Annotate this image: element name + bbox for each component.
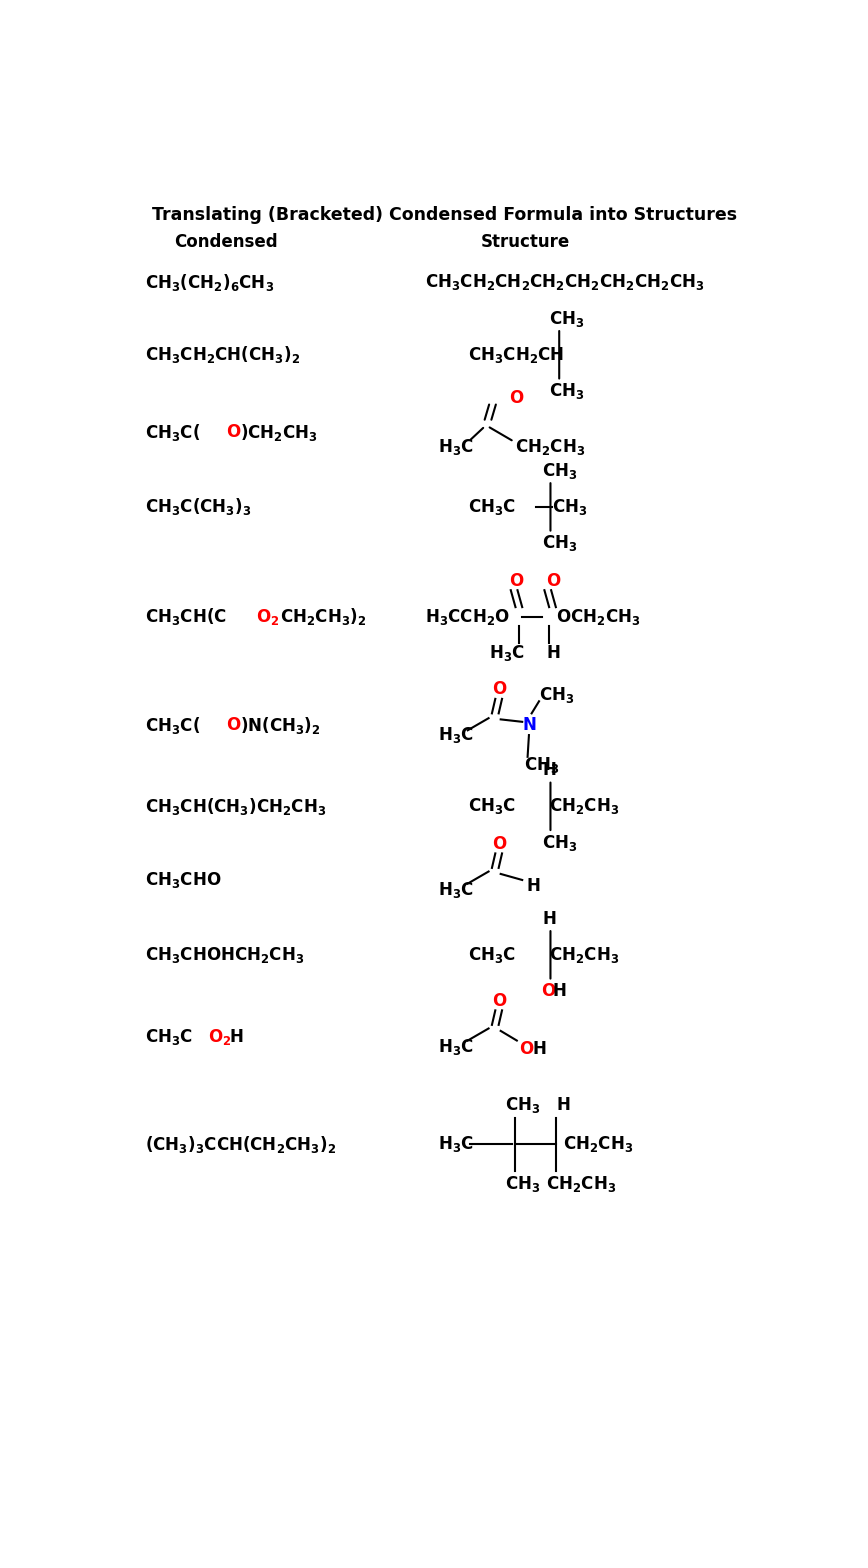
Text: $\mathbf{CH_2CH_3)_2}$: $\mathbf{CH_2CH_3)_2}$ [280,607,366,627]
Text: $\mathbf{O_2}$: $\mathbf{O_2}$ [208,1027,232,1047]
Text: $\mathbf{CH_3C(}$: $\mathbf{CH_3C(}$ [146,422,201,442]
Text: $\mathbf{CH_3CH_2CH}$: $\mathbf{CH_3CH_2CH}$ [469,345,565,365]
Text: $\mathbf{H}$: $\mathbf{H}$ [546,644,560,662]
Text: $\mathbf{O}$: $\mathbf{O}$ [492,681,507,698]
Text: $\mathbf{CH_3CH_2CH(CH_3)_2}$: $\mathbf{CH_3CH_2CH(CH_3)_2}$ [146,345,300,365]
Text: $\mathbf{CH_3CH(CH_3)CH_2CH_3}$: $\mathbf{CH_3CH(CH_3)CH_2CH_3}$ [146,797,327,817]
Text: $\mathbf{H_3C}$: $\mathbf{H_3C}$ [438,1036,474,1057]
Text: $\mathbf{CH_3}$: $\mathbf{CH_3}$ [505,1174,541,1195]
Text: $\mathbf{CH_2CH_3}$: $\mathbf{CH_2CH_3}$ [562,1134,633,1154]
Text: $\mathbf{CH_2CH_3}$: $\mathbf{CH_2CH_3}$ [549,946,620,964]
Text: $\mathbf{H}$: $\mathbf{H}$ [526,877,540,895]
Text: $\mathbf{CH_2CH_3}$: $\mathbf{CH_2CH_3}$ [546,1174,616,1195]
Text: $\mathbf{H}$: $\mathbf{H}$ [229,1029,243,1046]
Text: Structure: Structure [481,234,570,251]
Text: $\mathbf{H}$: $\mathbf{H}$ [556,1096,570,1113]
Text: $\mathbf{CH_3C}$: $\mathbf{CH_3C}$ [469,946,516,964]
Text: $\mathbf{CH_3}$: $\mathbf{CH_3}$ [523,756,559,775]
Text: $\mathbf{CH_2CH_3}$: $\mathbf{CH_2CH_3}$ [549,797,620,817]
Text: $\mathbf{O}$: $\mathbf{O}$ [492,991,507,1010]
Text: $\mathbf{H_3CCH_2O}$: $\mathbf{H_3CCH_2O}$ [424,607,510,627]
Text: $\mathbf{OCH_2CH_3}$: $\mathbf{OCH_2CH_3}$ [556,607,641,627]
Text: $\mathbf{O}$: $\mathbf{O}$ [509,389,524,408]
Text: $\mathbf{)CH_2CH_3}$: $\mathbf{)CH_2CH_3}$ [240,422,318,442]
Text: $\mathbf{CH_3}$: $\mathbf{CH_3}$ [542,533,578,554]
Text: Translating (Bracketed) Condensed Formula into Structures: Translating (Bracketed) Condensed Formul… [152,205,738,224]
Text: $\mathbf{CH_3(CH_2)_6CH_3}$: $\mathbf{CH_3(CH_2)_6CH_3}$ [146,271,274,293]
Text: $\mathbf{O}$: $\mathbf{O}$ [519,1040,534,1058]
Text: $\mathbf{O}$: $\mathbf{O}$ [546,572,561,590]
Text: $\mathbf{CH_3CHO}$: $\mathbf{CH_3CHO}$ [146,870,222,891]
Text: $\mathbf{CH_3}$: $\mathbf{CH_3}$ [539,685,575,706]
Text: $\mathbf{CH_3}$: $\mathbf{CH_3}$ [542,833,578,853]
Text: $\mathbf{H_3C}$: $\mathbf{H_3C}$ [438,1134,474,1154]
Text: $\mathbf{CH_2CH_3}$: $\mathbf{CH_2CH_3}$ [516,436,586,456]
Text: $\mathbf{)N(CH_3)_2}$: $\mathbf{)N(CH_3)_2}$ [240,715,321,735]
Text: $\mathbf{CH_3CHOHCH_2CH_3}$: $\mathbf{CH_3CHOHCH_2CH_3}$ [146,946,305,964]
Text: $\mathbf{O}$: $\mathbf{O}$ [227,423,241,441]
Text: $\mathbf{CH_3CH(C}$: $\mathbf{CH_3CH(C}$ [146,607,227,627]
Text: Condensed: Condensed [174,234,278,251]
Text: $\mathbf{O}$: $\mathbf{O}$ [492,834,507,853]
Text: $\mathbf{CH_3}$: $\mathbf{CH_3}$ [549,309,584,329]
Text: $\mathbf{(CH_3)_3CCH(CH_2CH_3)_2}$: $\mathbf{(CH_3)_3CCH(CH_2CH_3)_2}$ [146,1134,337,1156]
Text: $\mathbf{H}$: $\mathbf{H}$ [532,1040,547,1058]
Text: $\mathbf{CH_3CH_2CH_2CH_2CH_2CH_2CH_2CH_3}$: $\mathbf{CH_3CH_2CH_2CH_2CH_2CH_2CH_2CH_… [424,273,704,292]
Text: $\mathbf{N}$: $\mathbf{N}$ [523,717,536,734]
Text: $\mathbf{CH_3C}$: $\mathbf{CH_3C}$ [469,797,516,817]
Text: $\mathbf{O}$: $\mathbf{O}$ [541,982,556,1000]
Text: $\mathbf{CH_3C(}$: $\mathbf{CH_3C(}$ [146,715,201,735]
Text: $\mathbf{CH_3C}$: $\mathbf{CH_3C}$ [146,1027,194,1047]
Text: $\mathbf{CH_3}$: $\mathbf{CH_3}$ [505,1094,541,1115]
Text: $\mathbf{H_3C}$: $\mathbf{H_3C}$ [438,436,474,456]
Text: $\mathbf{CH_3C}$: $\mathbf{CH_3C}$ [469,497,516,517]
Text: $\mathbf{H_3C}$: $\mathbf{H_3C}$ [438,724,474,745]
Text: $\mathbf{O_2}$: $\mathbf{O_2}$ [257,607,279,627]
Text: $\mathbf{CH_3C(CH_3)_3}$: $\mathbf{CH_3C(CH_3)_3}$ [146,497,252,517]
Text: $\mathbf{H_3C}$: $\mathbf{H_3C}$ [489,643,524,663]
Text: $\mathbf{H}$: $\mathbf{H}$ [542,760,556,779]
Text: $\mathbf{CH_3}$: $\mathbf{CH_3}$ [542,461,578,481]
Text: $\mathbf{H}$: $\mathbf{H}$ [542,909,556,928]
Text: $\mathbf{H}$: $\mathbf{H}$ [552,982,567,1000]
Text: $\mathbf{CH_3}$: $\mathbf{CH_3}$ [549,381,584,401]
Text: $\mathbf{CH_3}$: $\mathbf{CH_3}$ [552,497,588,517]
Text: $\mathbf{O}$: $\mathbf{O}$ [227,717,241,734]
Text: $\mathbf{H_3C}$: $\mathbf{H_3C}$ [438,880,474,900]
Text: $\mathbf{O}$: $\mathbf{O}$ [509,572,524,590]
